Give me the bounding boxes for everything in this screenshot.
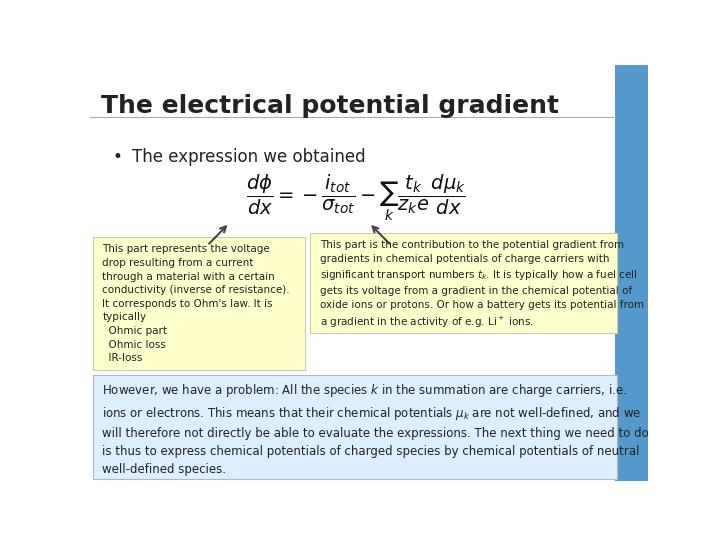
FancyBboxPatch shape — [615, 65, 648, 481]
Text: This part is the contribution to the potential gradient from
gradients in chemic: This part is the contribution to the pot… — [320, 240, 644, 329]
Text: •: • — [112, 148, 122, 166]
Text: However, we have a problem: All the species $k$ in the summation are charge carr: However, we have a problem: All the spec… — [102, 382, 649, 476]
Text: The expression we obtained: The expression we obtained — [132, 148, 366, 166]
FancyBboxPatch shape — [310, 233, 617, 333]
Text: $\dfrac{d\phi}{dx} = -\dfrac{i_{tot}}{\sigma_{tot}} - \sum_k \dfrac{t_k}{z_k e} : $\dfrac{d\phi}{dx} = -\dfrac{i_{tot}}{\s… — [246, 173, 467, 223]
Text: This part represents the voltage
drop resulting from a current
through a materia: This part represents the voltage drop re… — [102, 245, 290, 363]
Text: The electrical potential gradient: The electrical potential gradient — [101, 94, 559, 118]
FancyBboxPatch shape — [93, 238, 305, 370]
FancyBboxPatch shape — [93, 375, 617, 478]
